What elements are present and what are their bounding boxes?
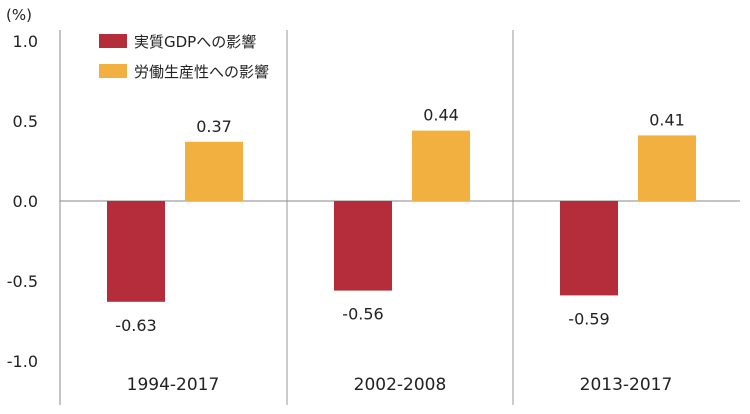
bar bbox=[334, 201, 392, 291]
bar bbox=[185, 141, 243, 201]
legend-label: 労働生産性への影響 bbox=[134, 63, 269, 81]
category-label: 1994-2017 bbox=[127, 375, 220, 395]
data-label: 0.37 bbox=[196, 117, 232, 136]
y-tick-label: -1.0 bbox=[7, 352, 38, 371]
data-label: 0.41 bbox=[649, 110, 685, 129]
bar bbox=[412, 130, 470, 201]
y-tick-label: 1.0 bbox=[13, 32, 38, 51]
data-label: -0.56 bbox=[342, 305, 383, 324]
legend-swatch bbox=[99, 64, 127, 78]
bar bbox=[107, 201, 165, 302]
data-label: -0.63 bbox=[115, 316, 156, 335]
data-label: -0.59 bbox=[568, 309, 609, 328]
y-axis-unit-label: (%) bbox=[6, 6, 32, 24]
legend-label: 実質GDPへの影響 bbox=[134, 33, 256, 51]
y-tick-label: 0.0 bbox=[13, 192, 38, 211]
data-label: 0.44 bbox=[423, 106, 459, 125]
legend-swatch bbox=[99, 34, 127, 48]
category-label: 2013-2017 bbox=[580, 375, 673, 395]
category-label: 2002-2008 bbox=[354, 375, 447, 395]
y-tick-label: -0.5 bbox=[7, 272, 38, 291]
bar bbox=[638, 135, 696, 201]
bar bbox=[560, 201, 618, 296]
y-tick-label: 0.5 bbox=[13, 112, 38, 131]
